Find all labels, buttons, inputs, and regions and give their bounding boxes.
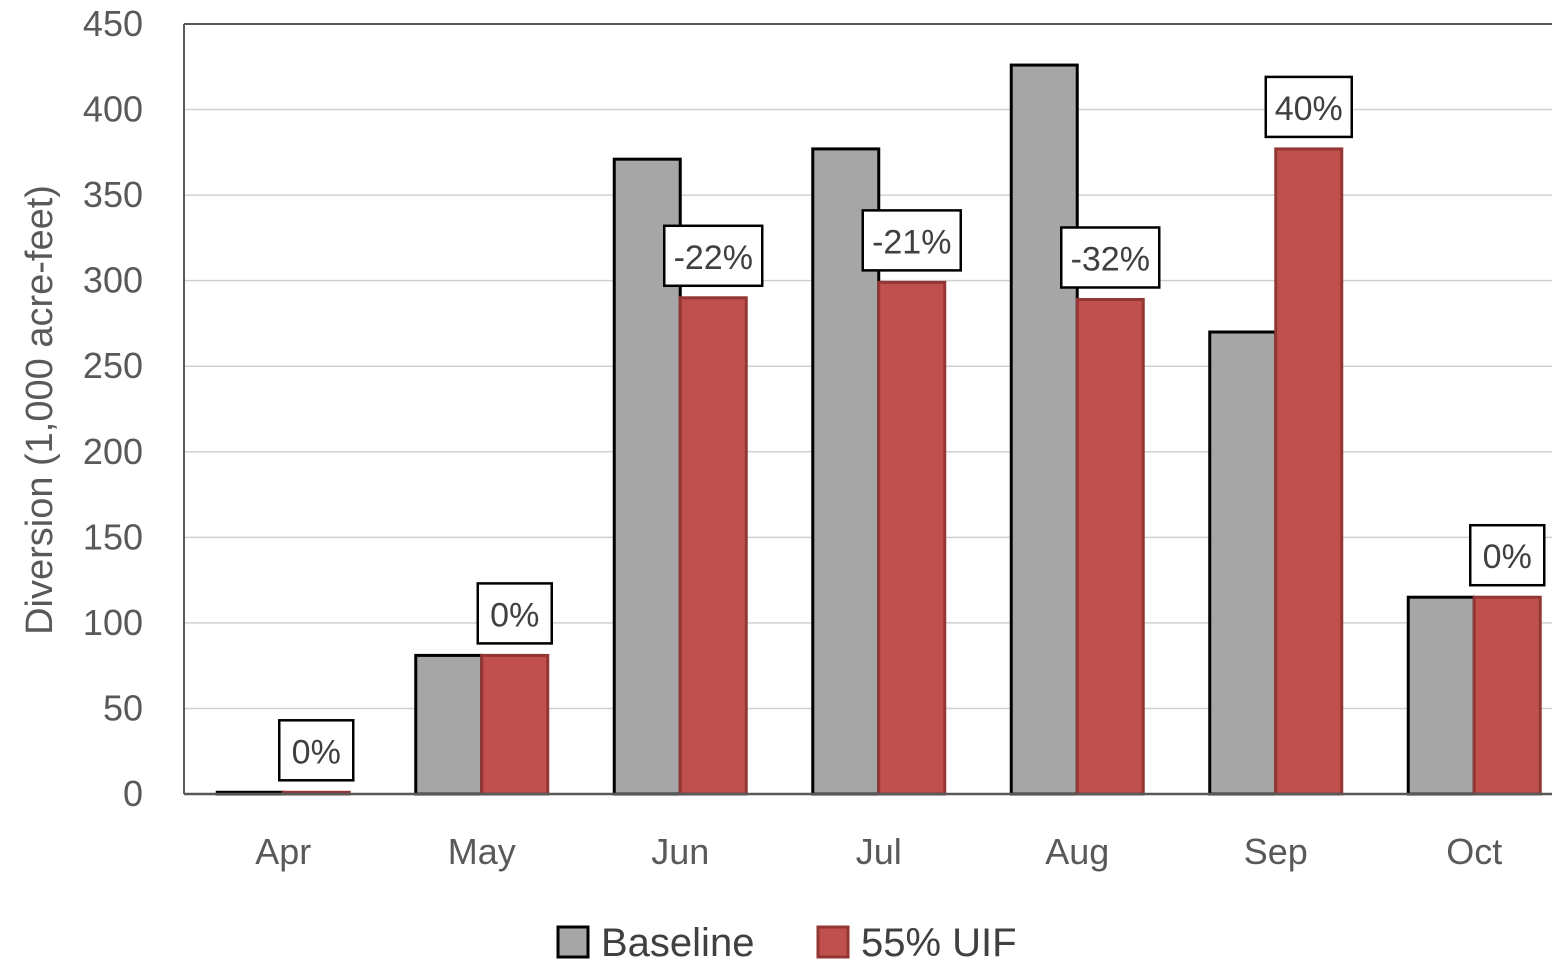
legend-item-uif: 55% UIF [816, 921, 1017, 962]
x-axis-ticks: Apr May Jun Jul Aug Sep Oct [255, 831, 1502, 872]
x-tick-label: Jul [856, 831, 902, 872]
data-label: 0% [278, 719, 355, 782]
y-tick-label: 400 [83, 89, 143, 130]
bar-uif-sep [1274, 147, 1344, 796]
x-tick-label: May [448, 831, 516, 872]
bar-baseline-aug [1009, 63, 1079, 796]
data-label-box [1060, 226, 1161, 289]
data-label-text: 0% [490, 596, 539, 634]
data-label-text: 0% [1483, 538, 1532, 576]
axes [183, 23, 1552, 796]
data-label-box [861, 209, 962, 272]
y-tick-label: 450 [83, 3, 143, 44]
data-label-text: -32% [1071, 240, 1150, 278]
y-tick-label: 0 [123, 773, 143, 814]
legend-label: 55% UIF [861, 921, 1017, 962]
x-tick-label: Jun [651, 831, 709, 872]
data-label: -22% [663, 224, 764, 288]
legend-swatch [816, 925, 850, 959]
data-label-box [1469, 523, 1546, 587]
bar-uif-jun [678, 296, 748, 796]
legend-item-baseline: Baseline [556, 921, 754, 962]
y-axis-label: Diversion (1,000 acre-feet) [19, 185, 61, 635]
data-label: 0% [1469, 523, 1546, 587]
y-tick-label: 250 [83, 345, 143, 386]
data-label-text: 0% [292, 733, 341, 771]
bar-uif-oct [1472, 595, 1542, 796]
data-label-text: 40% [1275, 90, 1343, 128]
legend: Baseline 55% UIF [556, 921, 1017, 962]
legend-swatch [556, 925, 590, 959]
bar-uif-may [480, 653, 550, 796]
data-label-box [1264, 75, 1353, 139]
data-label-box [663, 224, 764, 288]
y-tick-label: 50 [103, 687, 143, 728]
bar-uif-jul [877, 280, 947, 796]
y-tick-label: 200 [83, 431, 143, 472]
data-label: 40% [1264, 75, 1353, 139]
bar-baseline-sep [1208, 330, 1278, 796]
x-tick-label: Aug [1045, 831, 1109, 872]
bars [215, 63, 1542, 796]
data-labels: 0% 0% -22% -21% -32% 40% 0% [278, 75, 1546, 782]
data-label: 0% [476, 582, 553, 645]
x-tick-label: Apr [255, 831, 311, 872]
data-label-box [476, 582, 553, 645]
data-label-box [278, 719, 355, 782]
y-axis-ticks: 0 50 100 150 200 250 300 350 400 450 [83, 3, 143, 814]
data-label: -21% [861, 209, 962, 272]
x-tick-label: Oct [1446, 831, 1502, 872]
y-tick-label: 300 [83, 260, 143, 301]
x-tick-label: Sep [1244, 831, 1308, 872]
legend-label: Baseline [601, 921, 754, 962]
data-label-text: -22% [674, 239, 753, 277]
y-tick-label: 350 [83, 174, 143, 215]
bar-baseline-may [414, 653, 484, 796]
data-label-text: -21% [872, 223, 951, 261]
y-tick-label: 100 [83, 602, 143, 643]
y-tick-label: 150 [83, 516, 143, 557]
bar-uif-aug [1075, 297, 1145, 796]
data-label: -32% [1060, 226, 1161, 289]
bar-baseline-oct [1406, 595, 1476, 796]
